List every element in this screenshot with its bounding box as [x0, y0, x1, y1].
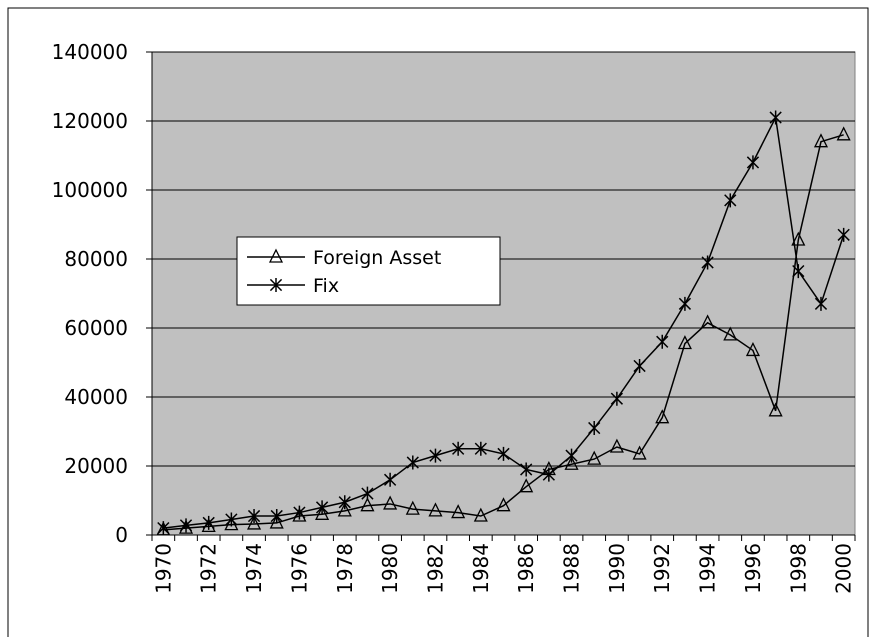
- marker: [360, 497, 375, 512]
- x-tick-label: 1980: [378, 543, 402, 594]
- marker: [588, 421, 601, 436]
- legend-marker: [268, 248, 284, 263]
- marker: [361, 486, 374, 501]
- marker: [542, 467, 555, 482]
- x-tick-label: 1998: [786, 543, 810, 594]
- legend-marker: [269, 278, 283, 292]
- x-tick-label: 1972: [197, 543, 221, 594]
- y-tick-label: 0: [115, 523, 128, 547]
- marker: [247, 509, 261, 524]
- marker: [496, 497, 511, 512]
- marker: [723, 326, 738, 341]
- x-tick-label: 1996: [741, 543, 765, 594]
- x-tick-label: 1992: [650, 543, 674, 594]
- marker: [746, 155, 760, 170]
- marker: [315, 500, 329, 515]
- marker: [632, 445, 647, 460]
- marker: [610, 391, 624, 406]
- x-tick-label: 1990: [605, 543, 629, 594]
- marker: [452, 441, 465, 456]
- marker: [565, 448, 578, 463]
- marker: [656, 334, 669, 349]
- y-tick-label: 60000: [64, 316, 128, 340]
- marker: [520, 462, 533, 477]
- marker: [814, 296, 828, 311]
- marker: [633, 358, 646, 373]
- marker: [700, 314, 715, 329]
- marker: [519, 478, 534, 493]
- marker: [383, 495, 398, 510]
- marker: [246, 515, 262, 530]
- marker: [451, 504, 466, 519]
- marker: [474, 441, 487, 456]
- marker: [337, 502, 352, 517]
- marker: [745, 341, 761, 357]
- x-tick-label: 1974: [242, 543, 266, 594]
- marker: [813, 133, 829, 148]
- marker: [157, 521, 170, 536]
- marker: [293, 505, 306, 520]
- x-tick-label: 1988: [560, 543, 584, 594]
- marker: [429, 448, 442, 463]
- legend-label: Foreign Asset: [313, 247, 441, 269]
- marker: [587, 450, 602, 465]
- y-tick-label: 20000: [64, 454, 128, 478]
- y-tick-label: 120000: [52, 109, 128, 133]
- marker: [383, 472, 397, 487]
- marker: [497, 446, 510, 461]
- marker: [202, 515, 215, 530]
- x-tick-label: 1970: [151, 543, 175, 594]
- y-tick-label: 80000: [64, 247, 128, 271]
- marker: [473, 507, 488, 522]
- marker: [655, 409, 670, 424]
- marker: [564, 455, 579, 470]
- legend-label: Fix: [313, 275, 339, 297]
- legend: [236, 236, 501, 306]
- y-tick-label: 140000: [52, 40, 128, 64]
- y-tick-label: 100000: [52, 178, 128, 202]
- y-tick-label: 40000: [64, 385, 128, 409]
- marker: [609, 438, 624, 453]
- x-tick-label: 1978: [333, 543, 357, 594]
- marker: [179, 518, 193, 533]
- x-tick-label: 1984: [469, 543, 493, 594]
- marker: [701, 255, 714, 270]
- x-tick-label: 1986: [514, 543, 538, 594]
- x-tick-label: 1976: [287, 543, 311, 594]
- marker: [837, 227, 850, 242]
- marker: [677, 335, 692, 350]
- marker: [225, 512, 238, 527]
- x-tick-label: 2000: [832, 543, 856, 594]
- marker: [338, 495, 351, 510]
- marker: [792, 264, 805, 279]
- marker: [791, 231, 806, 246]
- x-tick-label: 1982: [423, 543, 447, 594]
- marker: [769, 110, 782, 125]
- marker: [405, 500, 420, 515]
- marker: [224, 516, 239, 531]
- marker: [724, 193, 737, 208]
- marker: [269, 514, 284, 529]
- marker: [406, 455, 419, 470]
- marker: [428, 502, 443, 517]
- marker: [678, 296, 692, 311]
- marker: [178, 519, 194, 534]
- marker: [768, 402, 783, 417]
- marker: [836, 126, 851, 141]
- x-tick-label: 1994: [696, 543, 720, 594]
- marker: [270, 509, 283, 524]
- chart-frame: [7, 7, 869, 641]
- marker: [315, 505, 330, 520]
